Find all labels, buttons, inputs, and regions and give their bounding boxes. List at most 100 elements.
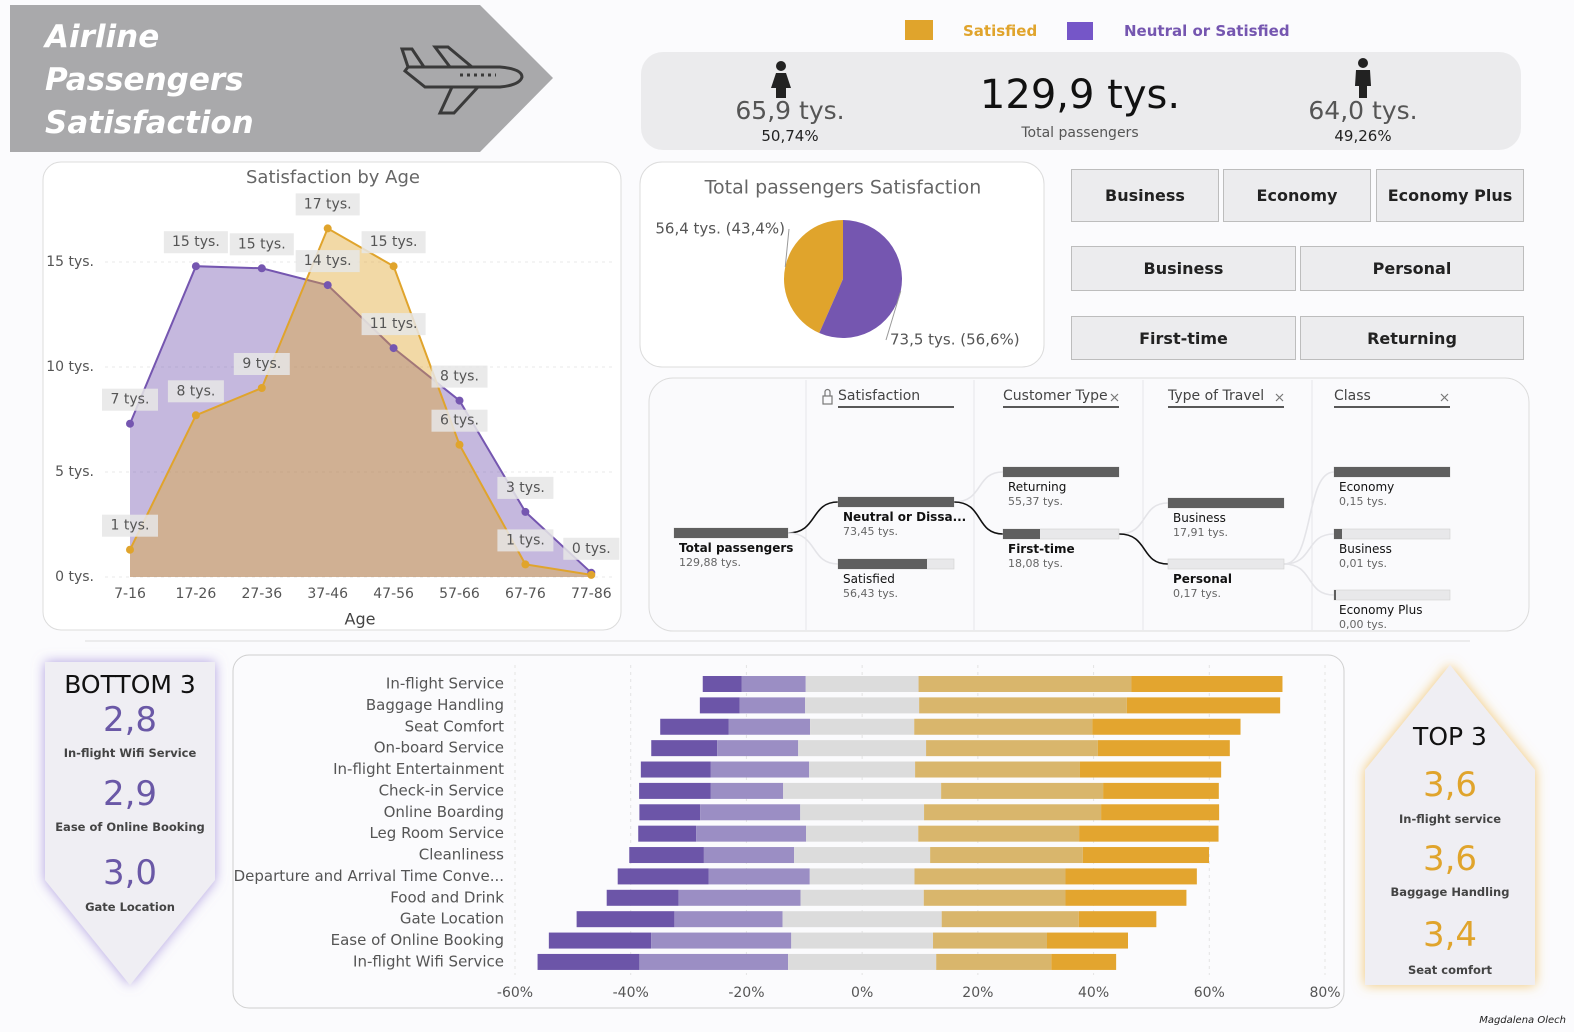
point <box>455 396 464 405</box>
x-tick-label: -20% <box>728 985 764 1001</box>
data-label-bg <box>431 409 488 432</box>
bar-segment <box>1065 889 1187 906</box>
bar-segment <box>741 676 806 692</box>
slicer-button[interactable]: Personal <box>1300 246 1524 291</box>
y-tick-label: 5 tys. <box>55 464 94 480</box>
slicer-button[interactable]: Business <box>1071 169 1219 222</box>
legend-label: Neutral or Satisfied <box>1124 22 1290 40</box>
credit: Magdalena Olech <box>1479 1015 1566 1026</box>
slicer-button[interactable]: Economy <box>1223 169 1371 222</box>
tree-bar <box>1003 529 1040 539</box>
slicer-button[interactable]: Business <box>1071 246 1296 291</box>
data-label-bg <box>361 313 426 336</box>
bar-segment <box>1046 932 1128 949</box>
tree-node-value: 0,15 tys. <box>1339 495 1388 508</box>
kpi-total: 129,9 tys. <box>979 72 1181 118</box>
y-tick-label: 0 tys. <box>55 569 94 585</box>
point <box>389 344 398 353</box>
tree-node-value: 129,88 tys. <box>679 556 742 569</box>
bar-segment <box>1082 847 1209 864</box>
bar-segment <box>708 868 810 885</box>
y-tick-label: 10 tys. <box>46 359 94 375</box>
point <box>323 224 332 233</box>
badge-label: Ease of Online Booking <box>55 820 205 834</box>
point <box>389 262 398 271</box>
tree-node-label: Satisfied <box>843 572 895 586</box>
data-label-bg <box>102 388 158 411</box>
data-label: 6 tys. <box>440 413 479 429</box>
bar-segment <box>700 804 801 821</box>
tree-node-label: Total passengers <box>679 541 794 555</box>
point <box>587 570 596 579</box>
bar-segment <box>919 697 1127 714</box>
tree-bar-track <box>1167 558 1285 570</box>
point <box>257 384 266 392</box>
y-tick-label: Gate Location <box>400 910 504 928</box>
data-label: 73,5 tys. (56,6%) <box>890 331 1020 349</box>
data-label: 15 tys. <box>370 234 418 250</box>
bar-segment <box>1078 911 1157 928</box>
data-label-bg <box>295 250 360 273</box>
pie-slice <box>819 220 902 338</box>
data-label: 17 tys. <box>304 196 352 212</box>
x-tick-label: 47-56 <box>373 586 414 602</box>
data-label: 11 tys. <box>370 316 418 332</box>
area <box>130 266 592 577</box>
y-tick-label: In-flight Entertainment <box>333 760 504 778</box>
slicer-button[interactable]: Returning <box>1300 316 1524 360</box>
bar-segment <box>805 697 920 714</box>
badge-label: In-flight Wifi Service <box>63 746 197 760</box>
bar-segment <box>537 953 640 970</box>
point <box>126 419 134 428</box>
bar-segment <box>728 718 811 735</box>
slicer-button[interactable]: Economy Plus <box>1376 169 1524 222</box>
bar-segment <box>1051 953 1117 970</box>
badge-score: 3,6 <box>1422 765 1478 805</box>
bar-segment <box>794 847 931 864</box>
bar-segment <box>1065 868 1197 885</box>
data-label: 14 tys. <box>304 253 352 269</box>
bar-segment <box>1131 676 1283 692</box>
badge-title: TOP 3 <box>1413 722 1487 751</box>
x-tick-label: 40% <box>1078 985 1109 1001</box>
y-tick-label: 15 tys. <box>46 254 94 270</box>
bar-segment <box>915 761 1080 778</box>
badge-score: 3,4 <box>1422 915 1478 955</box>
y-tick-label: On-board Service <box>374 739 504 757</box>
y-tick-label: Baggage Handling <box>366 696 504 714</box>
data-label-bg <box>431 365 488 388</box>
x-tick-label: -40% <box>613 985 649 1001</box>
data-label-bg <box>563 537 620 560</box>
bar-segment <box>640 761 711 778</box>
header-banner <box>10 5 553 152</box>
bar-segment <box>800 889 924 906</box>
kpi-value: 64,0 tys. <box>1308 96 1418 125</box>
slicer-button[interactable]: First-time <box>1071 316 1296 360</box>
point <box>191 411 200 420</box>
bar-segment <box>639 782 711 799</box>
tree-node-label: Neutral or Dissa... <box>843 510 967 524</box>
kpi-value: 65,9 tys. <box>735 96 845 125</box>
bar-segment <box>941 782 1104 799</box>
tree-node-value: 56,43 tys. <box>843 587 899 600</box>
tree-bar <box>674 528 788 538</box>
bar-segment <box>791 932 934 949</box>
kpi-label: Total passengers <box>1021 125 1139 141</box>
bar-segment <box>809 868 915 885</box>
x-tick-label: 77-86 <box>571 586 612 602</box>
tree-icons <box>822 388 1449 405</box>
dashboard-title: Airline Passengers Satisfaction <box>45 19 254 141</box>
bar-segment <box>926 740 1098 757</box>
data-label: 8 tys. <box>440 369 479 385</box>
bar-segment <box>548 932 652 949</box>
tree-node-value: 55,37 tys. <box>1008 495 1064 508</box>
bar-segment <box>674 911 783 928</box>
y-tick-label: Seat Comfort <box>405 717 504 735</box>
bar-segment <box>1079 761 1222 778</box>
y-tick-label: Check-in Service <box>379 781 504 799</box>
bar-segment <box>805 676 919 692</box>
y-tick-label: Departure and Arrival Time Conve... <box>234 867 504 885</box>
bar-segment <box>933 932 1047 949</box>
tree-header: Class <box>1334 388 1371 404</box>
data-label-bg <box>361 231 426 254</box>
